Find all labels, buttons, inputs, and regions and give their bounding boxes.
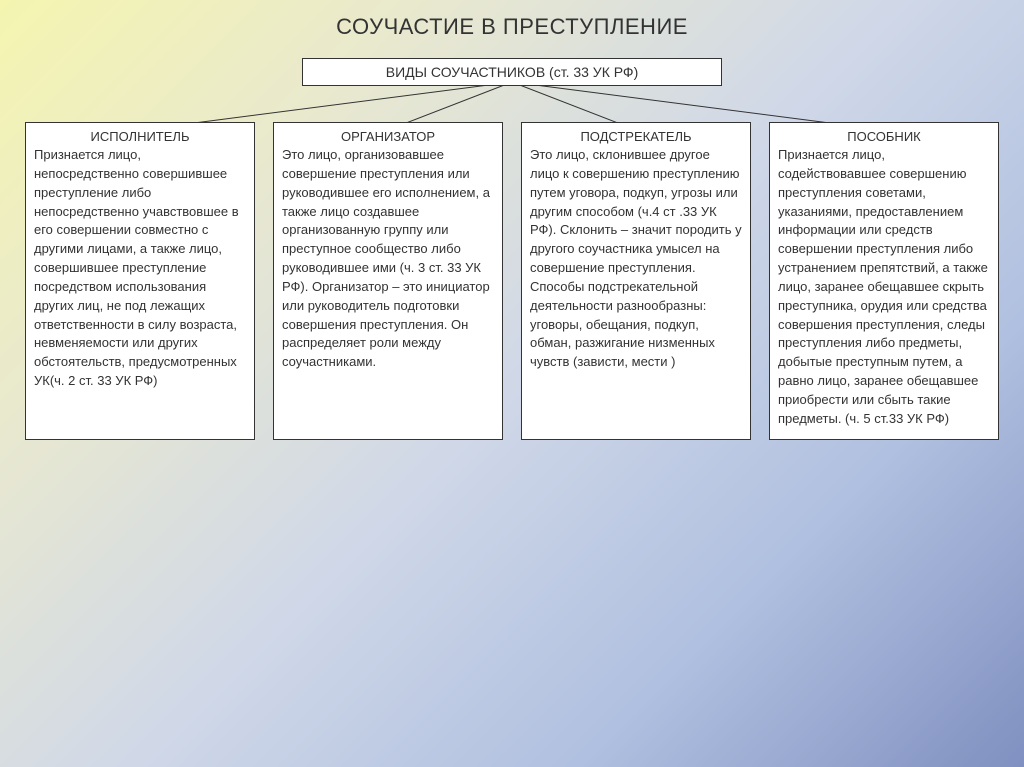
card-posobnik: ПОСОБНИК Признается лицо, содействовавше… [769,122,999,440]
card-title: ПОДСТРЕКАТЕЛЬ [530,129,742,144]
card-body: Это лицо, организовавшее совершение прес… [282,146,494,372]
card-podstrekatel: ПОДСТРЕКАТЕЛЬ Это лицо, склонившее друго… [521,122,751,440]
subtitle-box: ВИДЫ СОУЧАСТНИКОВ (ст. 33 УК РФ) [302,58,722,86]
card-organizator: ОРГАНИЗАТОР Это лицо, организовавшее сов… [273,122,503,440]
card-title: ПОСОБНИК [778,129,990,144]
card-title: ОРГАНИЗАТОР [282,129,494,144]
card-title: ИСПОЛНИТЕЛЬ [34,129,246,144]
card-body: Признается лицо, содействовавшее соверше… [778,146,990,429]
cards-row: ИСПОЛНИТЕЛЬ Признается лицо, непосредств… [0,122,1024,440]
main-title: СОУЧАСТИЕ В ПРЕСТУПЛЕНИЕ [0,0,1024,40]
card-ispolnitel: ИСПОЛНИТЕЛЬ Признается лицо, непосредств… [25,122,255,440]
card-body: Признается лицо, непосредственно соверши… [34,146,246,391]
card-body: Это лицо, склонившее другое лицо к совер… [530,146,742,372]
